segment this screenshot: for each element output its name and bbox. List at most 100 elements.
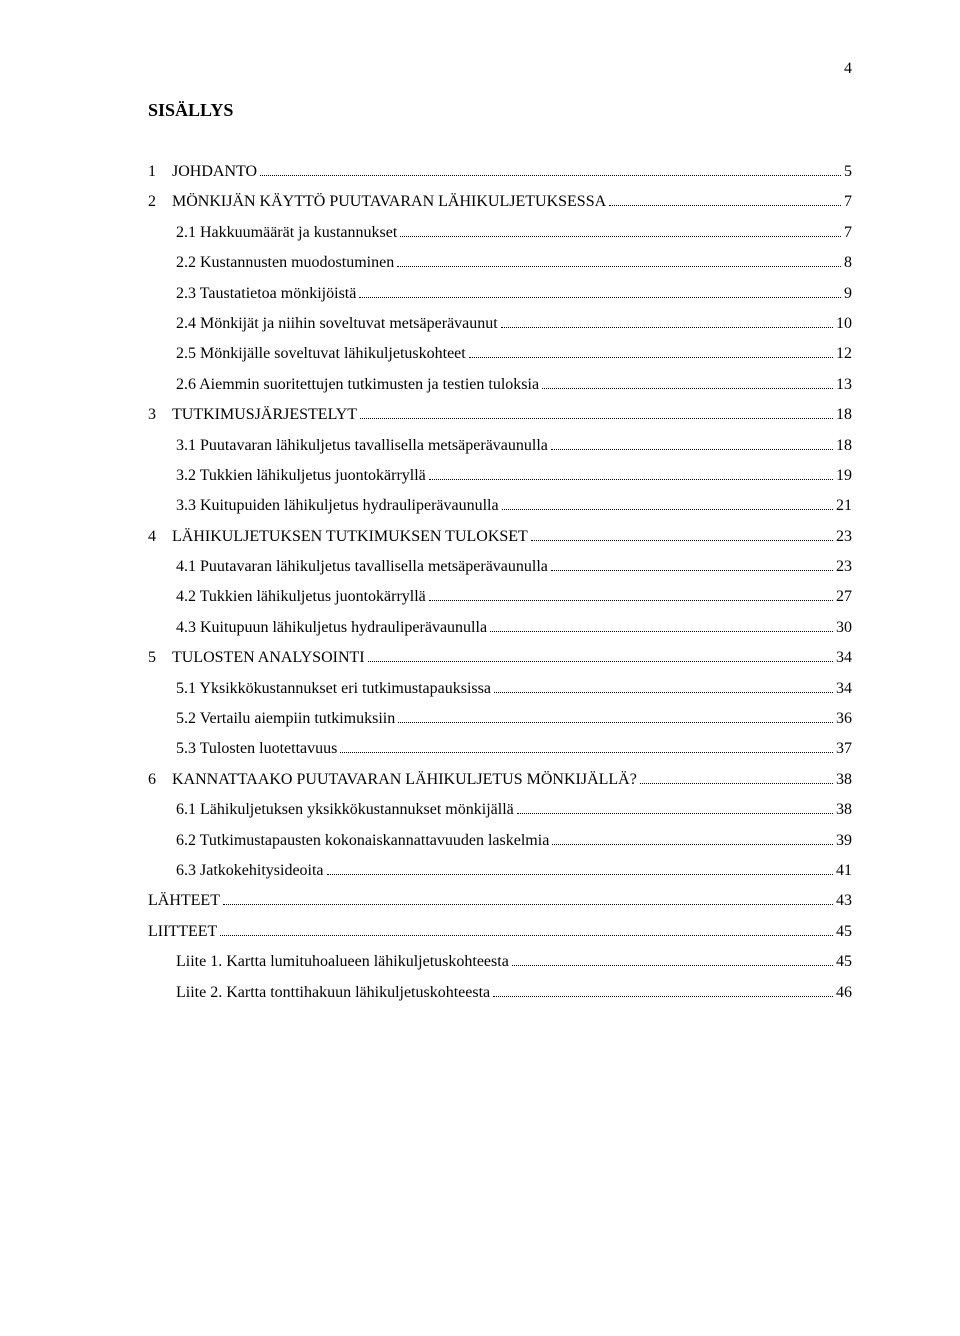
toc-entry-label: 6.1 Lähikuljetuksen yksikkökustannukset … [176,795,514,825]
toc-entry: 2.3 Taustatietoa mönkijöistä 9 [148,279,852,309]
toc-entry: 3.3 Kuitupuiden lähikuljetus hydrauliper… [148,491,852,521]
toc-entry-label: 5.1 Yksikkökustannukset eri tutkimustapa… [176,674,491,704]
toc-leader [360,410,833,419]
toc-entry-label: Liite 1. Kartta lumituhoalueen lähikulje… [176,947,509,977]
toc-leader [551,441,833,450]
toc-entry-page: 39 [836,826,852,856]
toc-entry: 6 KANNATTAAKO PUUTAVARAN LÄHIKULJETUS MÖ… [148,765,852,795]
toc-leader [223,897,833,906]
toc-entry-page: 18 [836,431,852,461]
toc-entry-page: 38 [836,765,852,795]
toc-entry-label: 6 KANNATTAAKO PUUTAVARAN LÄHIKULJETUS MÖ… [148,765,637,795]
toc-entry-page: 36 [836,704,852,734]
toc-leader [340,745,833,754]
toc-entry: 5.2 Vertailu aiempiin tutkimuksiin36 [148,704,852,734]
toc-entry: 4 LÄHIKULJETUKSEN TUTKIMUKSEN TULOKSET 23 [148,522,852,552]
toc-entry: LÄHTEET43 [148,886,852,916]
toc-entry-label: 3.2 Tukkien lähikuljetus juontokärryllä [176,461,426,491]
toc-entry-page: 27 [836,582,852,612]
toc-entry-page: 13 [836,370,852,400]
toc-entry-page: 10 [836,309,852,339]
toc-entry-label: LIITTEET [148,917,217,947]
toc-entry-label: 4.3 Kuitupuun lähikuljetus hydrauliperäv… [176,613,487,643]
toc-entry-label: 2.1 Hakkuumäärät ja kustannukset [176,218,397,248]
toc-entry: 6.2 Tutkimustapausten kokonaiskannattavu… [148,826,852,856]
toc-entry-label: 1 JOHDANTO [148,157,257,187]
toc-leader [327,866,833,875]
toc-leader [494,684,833,693]
toc-entry-page: 7 [844,218,852,248]
toc-entry-label: 5.3 Tulosten luotettavuus [176,734,337,764]
toc-entry-page: 46 [836,978,852,1008]
toc-container: 1 JOHDANTO 5 2 MÖNKIJÄN KÄYTTÖ PUUTAVARAN … [148,157,852,1008]
toc-entry: 4.3 Kuitupuun lähikuljetus hydrauliperäv… [148,613,852,643]
toc-entry-label: 2.5 Mönkijälle soveltuvat lähikuljetusko… [176,339,466,369]
toc-entry-label: 3.3 Kuitupuiden lähikuljetus hydrauliper… [176,491,499,521]
toc-entry-page: 34 [836,643,852,673]
toc-entry-page: 18 [836,400,852,430]
toc-entry: 2.4 Mönkijät ja niihin soveltuvat metsäp… [148,309,852,339]
toc-entry-label: Liite 2. Kartta tonttihakuun lähikuljetu… [176,978,490,1008]
toc-entry: Liite 2. Kartta tonttihakuun lähikuljetu… [148,978,852,1008]
toc-entry: 5.1 Yksikkökustannukset eri tutkimustapa… [148,674,852,704]
toc-leader [517,805,833,814]
toc-leader [469,350,833,359]
toc-entry: 5 TULOSTEN ANALYSOINTI 34 [148,643,852,673]
toc-title: SISÄLLYS [148,100,852,121]
toc-entry-page: 9 [844,279,852,309]
toc-entry-page: 12 [836,339,852,369]
toc-entry-page: 30 [836,613,852,643]
toc-entry: 2.1 Hakkuumäärät ja kustannukset 7 [148,218,852,248]
toc-entry: 6.1 Lähikuljetuksen yksikkökustannukset … [148,795,852,825]
toc-leader [220,927,833,936]
toc-entry: 3 TUTKIMUSJÄRJESTELYT 18 [148,400,852,430]
toc-leader [368,653,833,662]
toc-entry-label: 3 TUTKIMUSJÄRJESTELYT [148,400,357,430]
toc-entry-page: 7 [844,187,852,217]
toc-leader [400,228,841,237]
toc-leader [501,319,833,328]
toc-entry: 5.3 Tulosten luotettavuus 37 [148,734,852,764]
toc-entry-label: 2.3 Taustatietoa mönkijöistä [176,279,356,309]
toc-entry: 4.1 Puutavaran lähikuljetus tavallisella… [148,552,852,582]
toc-leader [493,988,833,997]
toc-entry-label: 2.6 Aiemmin suoritettujen tutkimusten ja… [176,370,539,400]
toc-entry: LIITTEET 45 [148,917,852,947]
toc-leader [359,289,841,298]
toc-entry-page: 23 [836,552,852,582]
toc-entry-label: 4 LÄHIKULJETUKSEN TUTKIMUKSEN TULOKSET [148,522,528,552]
toc-leader [609,198,841,207]
page-number: 4 [844,60,852,78]
toc-leader [429,593,833,602]
toc-leader [398,714,833,723]
toc-entry: 3.1 Puutavaran lähikuljetus tavallisella… [148,431,852,461]
toc-entry-label: LÄHTEET [148,886,220,916]
toc-entry-page: 34 [836,674,852,704]
toc-entry-page: 45 [836,917,852,947]
toc-entry: 3.2 Tukkien lähikuljetus juontokärryllä 1… [148,461,852,491]
toc-entry-label: 4.2 Tukkien lähikuljetus juontokärryllä [176,582,426,612]
toc-leader [502,502,833,511]
toc-entry-label: 5 TULOSTEN ANALYSOINTI [148,643,365,673]
toc-entry: 4.2 Tukkien lähikuljetus juontokärryllä 2… [148,582,852,612]
toc-entry: 2.5 Mönkijälle soveltuvat lähikuljetusko… [148,339,852,369]
toc-entry: 2.6 Aiemmin suoritettujen tutkimusten ja… [148,370,852,400]
toc-entry-page: 45 [836,947,852,977]
toc-entry-page: 21 [836,491,852,521]
toc-entry-page: 23 [836,522,852,552]
toc-entry-label: 4.1 Puutavaran lähikuljetus tavallisella… [176,552,548,582]
toc-leader [512,957,833,966]
toc-entry-page: 41 [836,856,852,886]
toc-entry-label: 2 MÖNKIJÄN KÄYTTÖ PUUTAVARAN LÄHIKULJETU… [148,187,606,217]
toc-entry-label: 6.3 Jatkokehitysideoita [176,856,324,886]
toc-leader [551,562,833,571]
toc-entry-label: 2.4 Mönkijät ja niihin soveltuvat metsäp… [176,309,498,339]
toc-leader [260,167,841,176]
toc-entry: 1 JOHDANTO 5 [148,157,852,187]
toc-entry-page: 19 [836,461,852,491]
toc-entry-label: 2.2 Kustannusten muodostuminen [176,248,394,278]
toc-entry-page: 5 [844,157,852,187]
toc-entry-page: 37 [836,734,852,764]
toc-entry: 2.2 Kustannusten muodostuminen8 [148,248,852,278]
toc-leader [397,258,841,267]
